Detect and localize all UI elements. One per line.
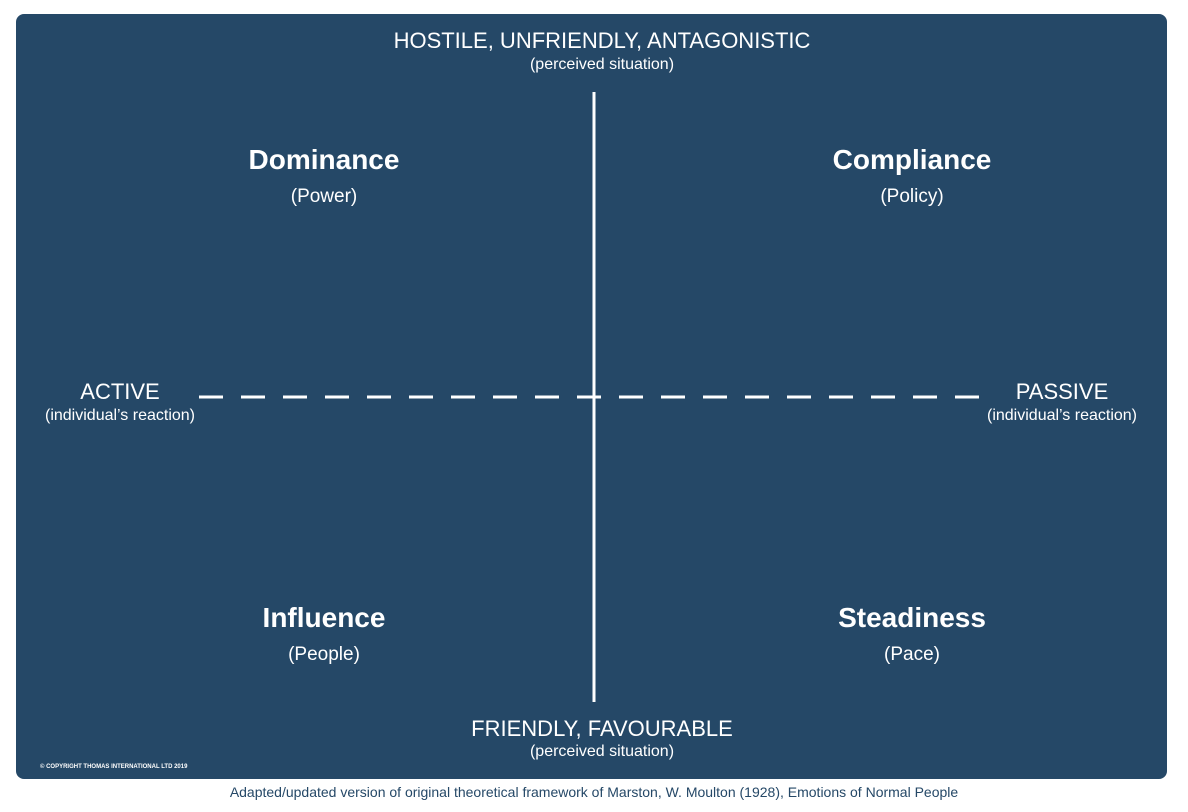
right-sublabel: (individual’s reaction)	[987, 407, 1137, 424]
quadrant-title: Influence	[262, 602, 386, 633]
quadrant-subtitle: (People)	[288, 644, 360, 665]
caption: Adapted/updated version of original theo…	[229, 784, 959, 800]
disc-panel: HOSTILE, UNFRIENDLY, ANTAGONISTIC (perce…	[16, 14, 1167, 779]
left-label: ACTIVE	[80, 379, 160, 404]
right-label: PASSIVE	[1015, 379, 1109, 404]
quadrant-subtitle: (Pace)	[884, 644, 940, 665]
axes	[199, 92, 991, 702]
quadrant-title: Compliance	[832, 144, 992, 175]
left-sublabel: (individual’s reaction)	[45, 407, 195, 424]
quadrant-title: Dominance	[248, 144, 400, 175]
quadrant-title: Steadiness	[838, 602, 986, 633]
copyright: © COPYRIGHT THOMAS INTERNATIONAL LTD 201…	[40, 764, 188, 770]
quadrant-subtitle: (Power)	[290, 186, 358, 207]
top-sublabel: (perceived situation)	[529, 56, 675, 73]
bottom-label: FRIENDLY, FAVOURABLE	[471, 716, 733, 741]
top-label: HOSTILE, UNFRIENDLY, ANTAGONISTIC	[393, 28, 811, 53]
quadrant-subtitle: (Policy)	[880, 186, 944, 207]
bottom-sublabel: (perceived situation)	[529, 743, 675, 760]
